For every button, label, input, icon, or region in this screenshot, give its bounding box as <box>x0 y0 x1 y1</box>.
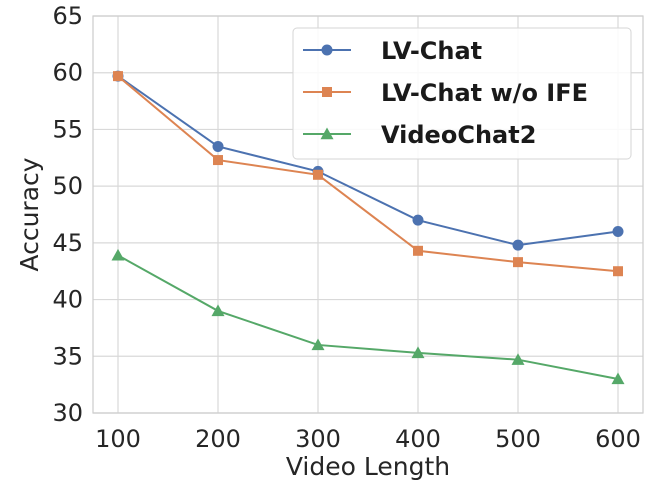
y-tick-label: 30 <box>52 399 83 427</box>
data-point <box>512 239 524 251</box>
x-tick-label: 500 <box>495 425 541 453</box>
series-line <box>117 75 619 247</box>
series-line <box>117 75 619 273</box>
x-tick-label: 400 <box>395 425 441 453</box>
legend-label: VideoChat2 <box>381 121 536 149</box>
legend-box <box>292 27 632 160</box>
series-2 <box>113 71 623 277</box>
x-axis-ticks: 100 200 300 400 500 600 <box>95 425 641 453</box>
data-point <box>313 169 323 180</box>
y-tick-label: 60 <box>52 59 83 87</box>
x-axis-label: Video Length <box>286 452 450 481</box>
series-layer <box>111 70 625 385</box>
data-point <box>411 346 425 359</box>
legend-item: LV-Chat w/o IFE <box>303 79 588 107</box>
data-point <box>211 304 225 317</box>
data-point <box>413 245 423 256</box>
legend-marker <box>320 127 334 140</box>
x-tick-label: 600 <box>595 425 641 453</box>
y-tick-label: 50 <box>52 172 83 200</box>
data-point <box>513 257 523 268</box>
legend-marker <box>322 87 332 97</box>
data-point <box>213 155 223 166</box>
x-tick-label: 300 <box>295 425 341 453</box>
data-point <box>613 266 623 277</box>
y-tick-label: 40 <box>52 286 83 314</box>
data-point <box>611 372 625 385</box>
series-line <box>117 254 619 380</box>
data-point <box>111 248 125 261</box>
y-tick-label: 65 <box>52 2 83 30</box>
y-axis-label: Accuracy <box>15 157 44 271</box>
legend-label: LV-Chat w/o IFE <box>381 79 588 107</box>
legend-label: LV-Chat <box>381 37 482 65</box>
y-tick-label: 55 <box>52 115 83 143</box>
legend-marker <box>321 44 333 56</box>
y-axis-ticks: 30 35 40 45 50 55 60 65 <box>52 2 83 427</box>
data-point <box>612 226 624 238</box>
data-point <box>412 214 424 226</box>
data-point <box>511 353 525 365</box>
plot-frame <box>92 15 644 414</box>
y-tick-label: 45 <box>52 229 83 257</box>
x-tick-label: 100 <box>95 425 141 453</box>
data-point <box>311 338 325 351</box>
x-tick-label: 200 <box>195 425 241 453</box>
y-tick-label: 35 <box>52 342 83 370</box>
legend: LV-Chat LV-Chat w/o IFE VideoChat2 <box>292 27 632 160</box>
series-3 <box>111 248 625 385</box>
data-point <box>113 71 123 82</box>
data-point <box>212 140 224 152</box>
legend-item: VideoChat2 <box>303 121 536 149</box>
legend-item: LV-Chat <box>303 37 482 65</box>
